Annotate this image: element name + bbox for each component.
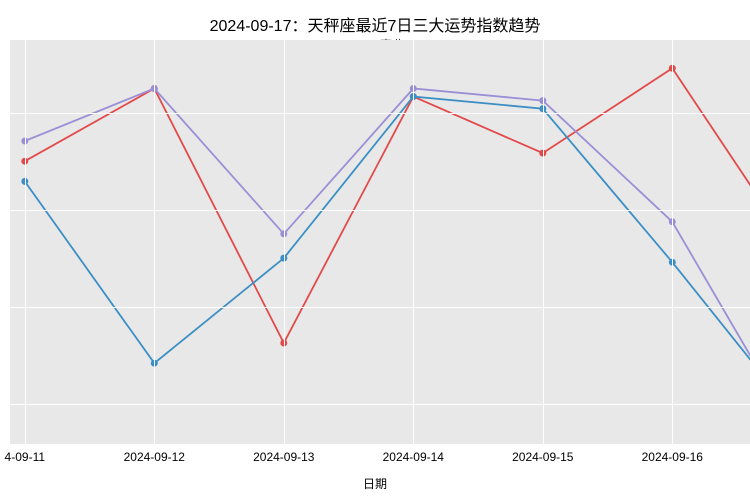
chart-svg (10, 40, 750, 444)
gridline-v (284, 40, 285, 444)
series-line-事业 (25, 68, 750, 343)
x-tick-label: 2024-09-13 (253, 450, 314, 464)
chart-container: 2024-09-17：天秤座最近7日三大运势指数趋势 事业 财运 爱情 (0, 0, 750, 500)
chart-title: 2024-09-17：天秤座最近7日三大运势指数趋势 (0, 12, 750, 36)
gridline-h (10, 307, 750, 308)
x-tick-label: 2024-09-15 (512, 450, 573, 464)
x-tick-label: 4-09-11 (5, 450, 45, 464)
gridline-h (10, 210, 750, 211)
x-tick-label: 2024-09-16 (642, 450, 703, 464)
x-tick-label: 2024-09-12 (124, 450, 185, 464)
gridline-h (10, 404, 750, 405)
gridline-v (672, 40, 673, 444)
gridline-v (543, 40, 544, 444)
gridline-v (413, 40, 414, 444)
x-tick-label: 2024-09-14 (383, 450, 444, 464)
gridline-h (10, 113, 750, 114)
gridline-v (25, 40, 26, 444)
plot-area (10, 40, 750, 444)
x-axis-label: 日期 (363, 475, 387, 492)
series-line-爱情 (25, 88, 750, 444)
gridline-v (154, 40, 155, 444)
